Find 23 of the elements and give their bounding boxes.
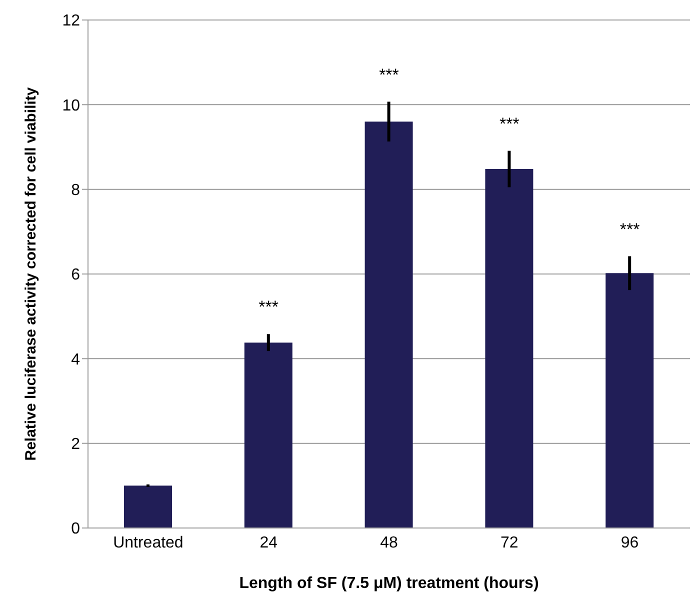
bar xyxy=(364,122,413,528)
bar xyxy=(244,342,292,528)
bar xyxy=(485,169,534,528)
y-tick-label: 4 xyxy=(71,351,80,368)
x-tick-label: 48 xyxy=(380,534,398,552)
y-tick-label: 2 xyxy=(71,436,80,454)
annotation: *** xyxy=(620,220,640,239)
y-tick-label: 8 xyxy=(71,182,80,200)
annotation: *** xyxy=(499,114,520,134)
annotation: *** xyxy=(258,297,279,316)
y-tick-label: 6 xyxy=(71,266,80,284)
x-tick-label: 24 xyxy=(260,534,278,552)
y-tick-label: 12 xyxy=(62,12,80,30)
x-tick-label: Untreated xyxy=(113,534,184,552)
annotation: *** xyxy=(379,65,400,84)
x-tick-label: 96 xyxy=(620,534,639,552)
y-tick-label: 0 xyxy=(71,520,80,538)
bar xyxy=(606,273,654,528)
y-axis-title: Relative luciferase activity corrected for cell viability xyxy=(22,86,40,461)
y-tick-label: 10 xyxy=(62,97,80,114)
x-tick-label: 72 xyxy=(500,534,518,552)
x-axis-title: Length of SF (7.5 μM) treatment (hours) xyxy=(239,575,539,592)
bar xyxy=(124,486,172,528)
